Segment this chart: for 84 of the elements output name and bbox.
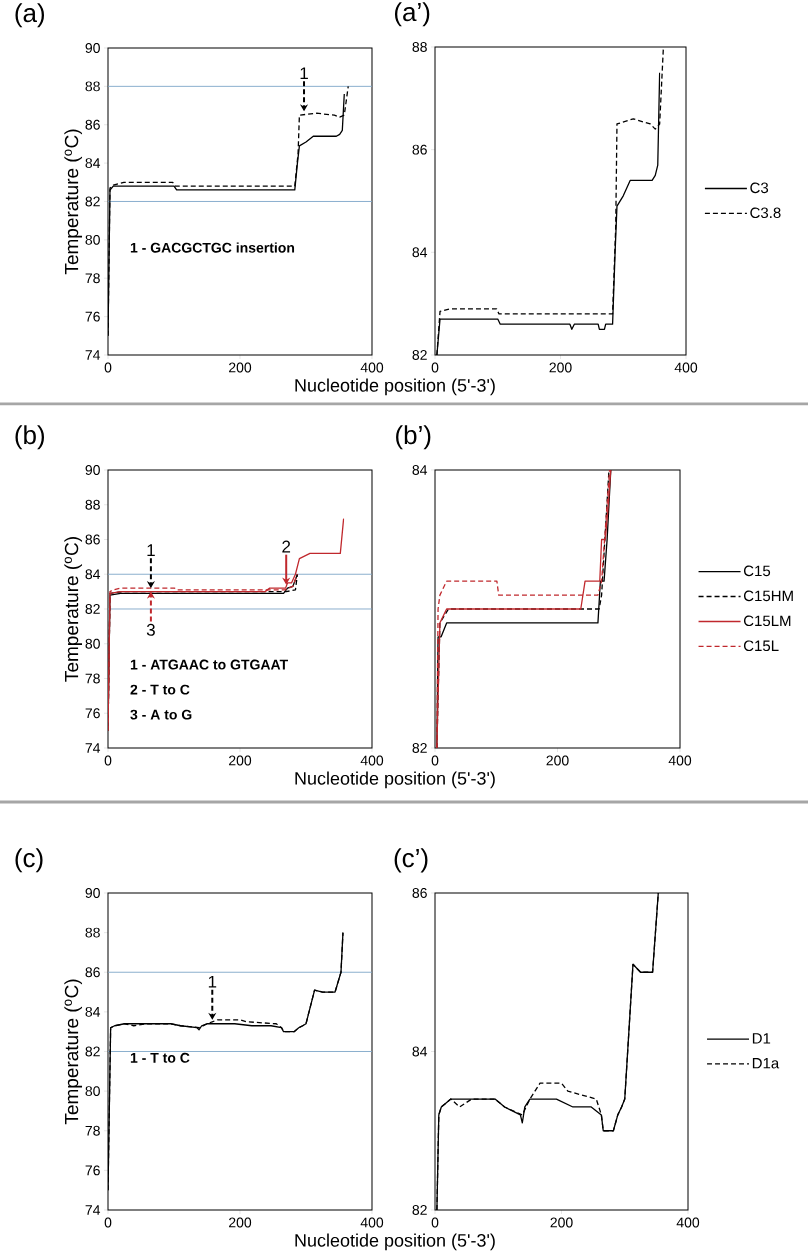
x-tick-label: 400 [676, 1217, 700, 1228]
x-tick-label: 200 [550, 1217, 573, 1228]
y-tick-label: 76 [85, 708, 100, 719]
y-tick-label: 78 [85, 273, 100, 284]
y-tick-label: 86 [85, 967, 100, 978]
chart-title: (a) [15, 3, 45, 28]
legend-label: C15L [743, 640, 779, 652]
annotation: 1 - GACGCTGC insertion [130, 242, 295, 253]
y-tick-label: 86 [412, 888, 427, 898]
x-tick-label: 0 [431, 1217, 439, 1228]
chart-title: (b) [15, 425, 45, 450]
annotation: 1 [208, 975, 217, 988]
legend-label: C15 [743, 565, 771, 577]
legend-label: C15LM [743, 615, 791, 627]
x-tick-label: 0 [431, 362, 439, 373]
y-tick-label: 74 [85, 1205, 101, 1215]
y-tick-label: 88 [85, 927, 100, 938]
y-tick-label: 78 [85, 673, 100, 684]
y-tick-label: 82 [85, 196, 100, 207]
y-tick-label: 90 [85, 43, 100, 53]
annotation: 2 [282, 540, 291, 553]
chart-title: (b’) [396, 425, 431, 450]
y-tick-label: 86 [85, 534, 100, 545]
x-tick-label: 200 [229, 755, 252, 766]
y-tick-label: 82 [412, 350, 427, 360]
y-tick-label: 78 [85, 1125, 100, 1136]
annotation: 3 [146, 623, 155, 636]
x-tick-label: 400 [674, 362, 698, 373]
annotation: 1 - T to C [130, 1052, 190, 1063]
x-tick-label: 0 [104, 755, 112, 766]
x-axis-title: Nucleotide position (5'-3') [295, 1233, 495, 1251]
y-tick-label: 86 [412, 144, 427, 155]
y-tick-label: 84 [85, 1006, 101, 1017]
y-tick-label: 82 [412, 743, 427, 753]
y-tick-label: 84 [412, 1046, 428, 1057]
y-tick-label: 90 [85, 888, 100, 898]
y-tick-label: 80 [85, 638, 100, 649]
x-tick-label: 200 [229, 362, 252, 373]
y-tick-label: 74 [85, 743, 101, 753]
y-axis-title: Temperature ($^{o}$C) [64, 537, 83, 682]
y-tick-label: 80 [85, 1086, 100, 1097]
y-tick-label: 76 [85, 311, 100, 322]
x-axis-title: Nucleotide position (5'-3') [295, 771, 495, 789]
y-tick-label: 88 [85, 81, 100, 92]
y-tick-label: 76 [85, 1165, 100, 1176]
y-tick-label: 90 [85, 465, 100, 475]
x-tick-label: 400 [360, 1217, 384, 1228]
annotation: 1 [147, 544, 155, 556]
y-tick-label: 80 [85, 234, 100, 245]
annotation: 1 - ATGAAC to GTGAAT [130, 659, 288, 670]
annotation: 1 [300, 67, 308, 80]
legend-label: C3.8 [750, 207, 781, 219]
y-tick-label: 84 [412, 247, 428, 258]
x-axis-title: Nucleotide position (5'-3') [295, 378, 495, 396]
chart-title: (a’) [394, 2, 430, 27]
annotation: 2 - T to C [130, 684, 190, 695]
y-axis-title: Temperature ($^{o}$C) [64, 979, 83, 1125]
x-tick-label: 400 [360, 362, 384, 373]
y-tick-label: 84 [85, 158, 101, 169]
x-tick-label: 200 [229, 1217, 252, 1228]
y-tick-label: 82 [85, 1046, 100, 1057]
x-tick-label: 400 [360, 755, 384, 766]
chart-title: (c) [15, 848, 43, 873]
y-tick-label: 84 [412, 465, 428, 475]
annotation: 3 - A to G [130, 709, 192, 720]
legend-label: D1a [752, 1058, 780, 1069]
x-tick-label: 200 [549, 362, 572, 373]
x-tick-label: 0 [104, 362, 112, 373]
x-tick-label: 400 [668, 755, 692, 766]
y-tick-label: 82 [85, 604, 100, 614]
y-tick-label: 84 [85, 569, 101, 580]
x-tick-label: 200 [546, 755, 569, 766]
legend-label: C15HM [743, 590, 793, 602]
y-tick-label: 74 [85, 350, 101, 360]
legend-label: C3 [750, 182, 769, 194]
x-tick-label: 0 [431, 755, 439, 766]
chart-title: (c’) [394, 848, 428, 873]
y-tick-label: 88 [412, 42, 427, 52]
x-tick-label: 0 [104, 1217, 112, 1228]
y-axis-title: Temperature ($^{o}$C) [64, 129, 83, 275]
y-tick-label: 88 [85, 499, 100, 510]
legend-label: D1 [752, 1033, 771, 1044]
y-tick-label: 82 [412, 1205, 427, 1215]
y-tick-label: 86 [85, 119, 100, 130]
